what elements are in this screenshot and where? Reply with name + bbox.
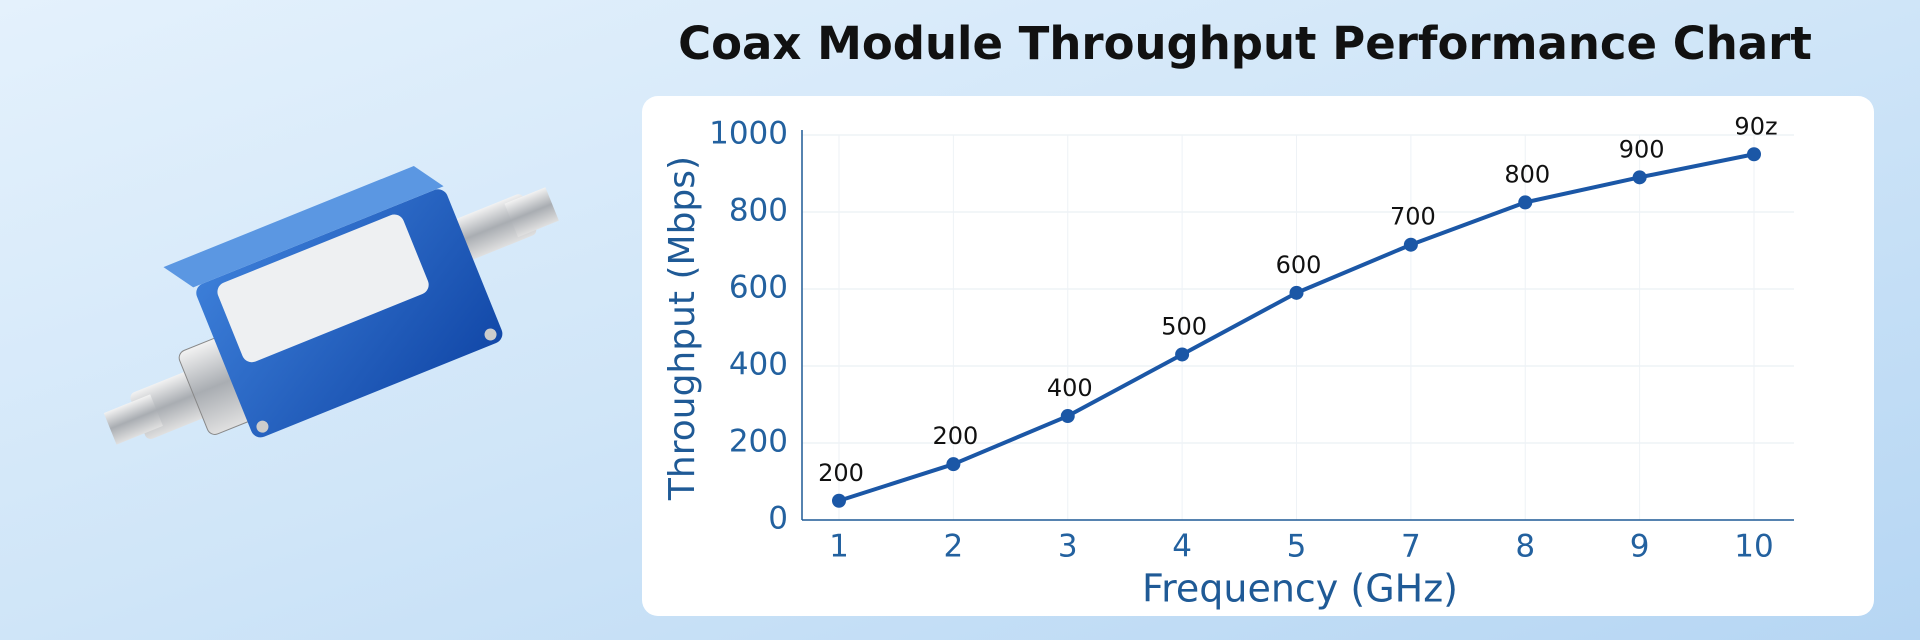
point-annotation: 90z xyxy=(1734,112,1777,140)
y-tick-label: 800 xyxy=(729,193,788,229)
point-annotation: 500 xyxy=(1161,312,1207,340)
y-tick-label: 600 xyxy=(729,270,788,306)
x-tick-label: 10 xyxy=(1734,529,1773,565)
x-tick-label: 4 xyxy=(1172,529,1192,565)
data-point xyxy=(1747,147,1761,162)
point-annotation: 800 xyxy=(1504,160,1550,188)
y-tick-label: 200 xyxy=(729,424,788,460)
data-point xyxy=(1403,237,1418,252)
x-tick-label: 3 xyxy=(1058,529,1078,565)
data-point xyxy=(946,457,961,472)
data-point xyxy=(1060,409,1075,424)
x-axis-label: Frequency (GHz) xyxy=(1142,567,1458,611)
chart-title: Coax Module Throughput Performance Chart xyxy=(678,17,1812,70)
point-annotation: 600 xyxy=(1276,251,1322,279)
x-tick-label: 7 xyxy=(1401,529,1421,565)
y-axis-label: Throughput (Mbps) xyxy=(662,156,703,501)
device-illustration xyxy=(103,165,559,445)
x-tick-label: 1 xyxy=(829,529,849,565)
plot-panel xyxy=(642,96,1874,616)
data-point xyxy=(1632,170,1647,185)
point-annotation: 200 xyxy=(818,459,864,487)
y-tick-label: 400 xyxy=(729,347,788,383)
data-point xyxy=(1289,285,1304,300)
y-tick-label: 1000 xyxy=(709,116,788,152)
point-annotation: 200 xyxy=(932,422,978,450)
x-tick-label: 5 xyxy=(1287,529,1307,565)
data-point xyxy=(832,493,846,508)
y-tick-label: 0 xyxy=(768,501,788,537)
x-tick-label: 9 xyxy=(1630,529,1650,565)
x-tick-label: 2 xyxy=(944,529,964,565)
point-annotation: 900 xyxy=(1619,135,1665,163)
point-annotation: 400 xyxy=(1047,374,1093,402)
point-annotation: 700 xyxy=(1390,203,1436,231)
data-point xyxy=(1175,347,1190,362)
data-point xyxy=(1518,195,1533,210)
x-tick-label: 8 xyxy=(1515,529,1535,565)
